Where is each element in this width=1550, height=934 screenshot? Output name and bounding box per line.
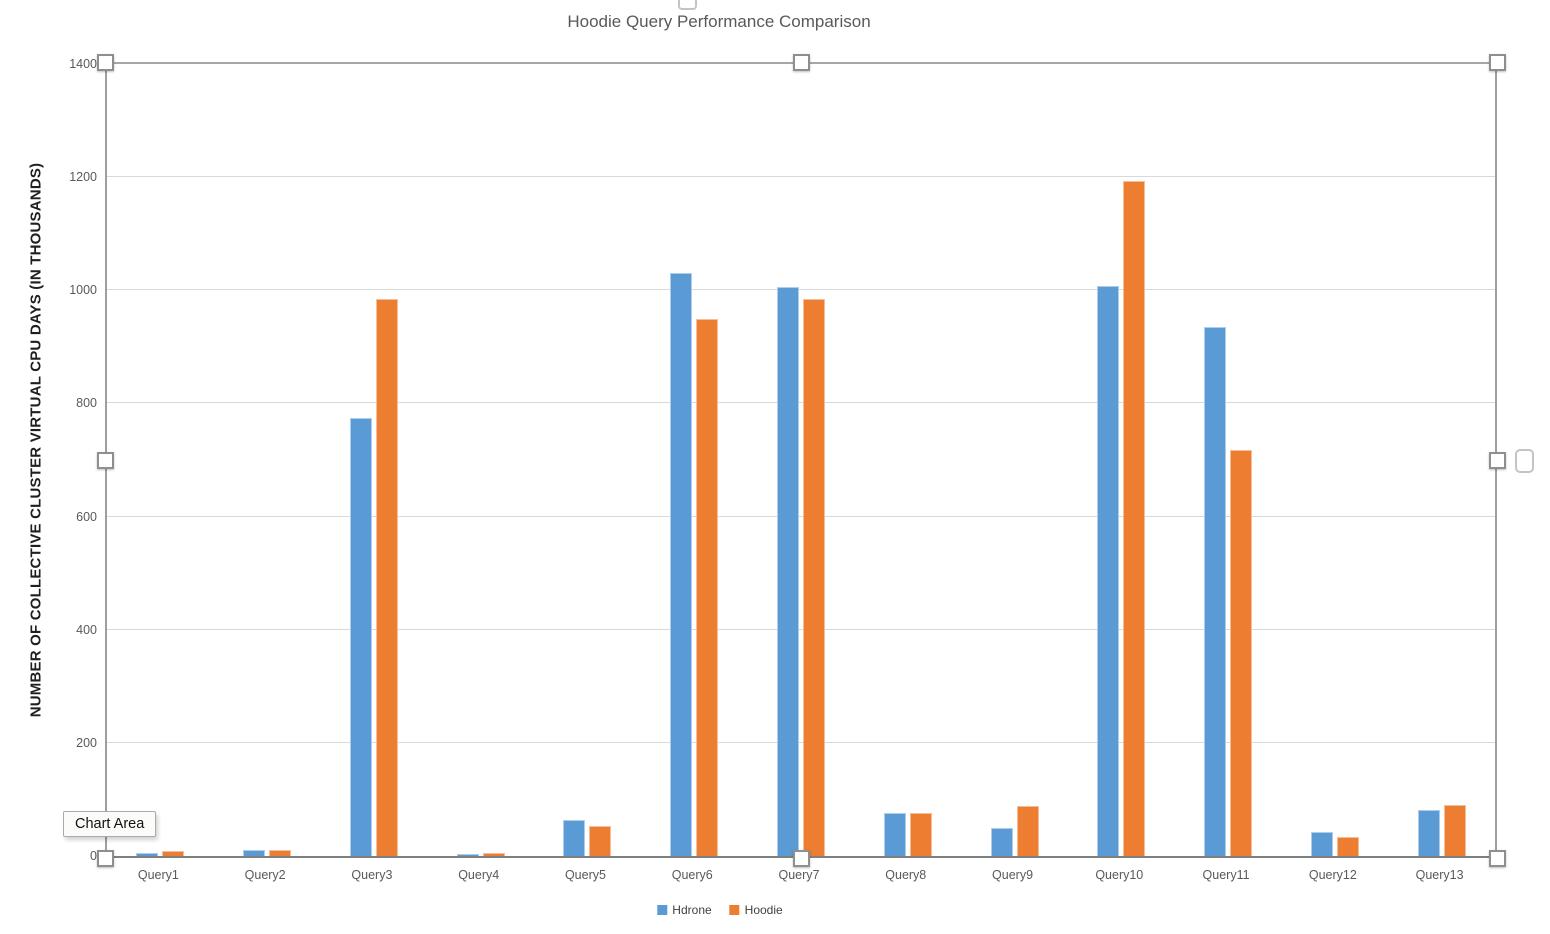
y-tick-label-400: 400 — [76, 622, 97, 637]
bar-hoodie-query5[interactable] — [589, 826, 612, 856]
bar-hoodie-query3[interactable] — [375, 299, 398, 856]
selection-handle-mid-right[interactable] — [1488, 451, 1506, 469]
bar-hdrone-query5[interactable] — [563, 820, 586, 856]
bar-hdrone-query2[interactable] — [243, 850, 266, 856]
y-tick-label-800: 800 — [76, 396, 97, 411]
bar-hoodie-query13[interactable] — [1443, 805, 1466, 856]
y-tick-label-1400: 1400 — [69, 57, 97, 71]
selection-handle-top-left[interactable] — [96, 53, 114, 71]
bar-hdrone-query1[interactable] — [136, 853, 159, 856]
bar-hdrone-query9[interactable] — [990, 828, 1013, 856]
plot-area[interactable] — [105, 62, 1497, 858]
gridline-600 — [107, 515, 1495, 517]
bar-hdrone-query13[interactable] — [1417, 810, 1440, 856]
bar-hoodie-query8[interactable] — [909, 813, 932, 856]
bar-hdrone-query4[interactable] — [456, 854, 479, 856]
x-category-label-query1: Query1 — [137, 868, 179, 882]
x-category-label-query8: Query8 — [885, 868, 927, 882]
y-tick-label-1000: 1000 — [69, 283, 97, 298]
x-category-label-query13: Query13 — [1415, 868, 1464, 882]
legend-marker-hoodie-icon — [729, 905, 740, 915]
gridline-1000 — [107, 289, 1495, 291]
y-tick-label-0: 0 — [90, 849, 97, 863]
gridline-200 — [107, 741, 1495, 743]
y-tick-label-1200: 1200 — [69, 170, 97, 185]
x-category-label-query6: Query6 — [671, 868, 713, 882]
selection-handle-bottom-left[interactable] — [96, 849, 114, 867]
x-axis-category-labels: Query1 Query2 Query3 Query4 Query5 Query6 Quer… — [105, 868, 1497, 888]
chart-object-handle-top-partial[interactable] — [678, 0, 697, 10]
x-category-label-query3: Query3 — [351, 868, 393, 882]
bar-hoodie-query1[interactable] — [162, 851, 185, 856]
bar-hoodie-query10[interactable] — [1123, 181, 1146, 856]
bar-hoodie-query11[interactable] — [1230, 450, 1253, 856]
selection-handle-top-center[interactable] — [792, 53, 810, 71]
gridline-800 — [107, 402, 1495, 404]
bar-hdrone-query10[interactable] — [1097, 286, 1120, 856]
x-category-label-query9: Query9 — [992, 868, 1034, 882]
gridline-1200 — [107, 176, 1495, 178]
bar-hoodie-query9[interactable] — [1016, 806, 1039, 856]
x-category-label-query7: Query7 — [778, 868, 820, 882]
x-category-label-query12: Query12 — [1308, 868, 1357, 882]
bar-hdrone-query7[interactable] — [777, 287, 799, 856]
bar-hdrone-query6[interactable] — [670, 273, 693, 856]
legend-label-hoodie: Hoodie — [744, 903, 783, 917]
x-category-label-query2: Query2 — [244, 868, 286, 882]
y-tick-label-200: 200 — [76, 735, 97, 750]
x-category-label-query11: Query11 — [1202, 868, 1250, 882]
bar-hdrone-query11[interactable] — [1204, 327, 1227, 856]
bar-hdrone-query8[interactable] — [883, 813, 906, 856]
chart-legend[interactable]: Hdrone Hoodie — [657, 903, 783, 917]
selection-handle-bottom-right[interactable] — [1488, 849, 1506, 867]
bar-hoodie-query6[interactable] — [696, 319, 719, 856]
bar-hoodie-query2[interactable] — [269, 850, 292, 856]
chart-title[interactable]: Hoodie Query Performance Comparison — [567, 12, 871, 31]
y-axis-tick-labels: 0 200 400 600 800 1000 1200 1400 — [0, 57, 97, 863]
legend-label-hdrone: Hdrone — [672, 903, 712, 917]
x-category-label-query4: Query4 — [458, 868, 500, 882]
x-category-label-query10: Query10 — [1095, 868, 1144, 882]
bar-hdrone-query3[interactable] — [349, 418, 372, 856]
bar-hdrone-query12[interactable] — [1310, 832, 1333, 856]
selection-handle-top-right[interactable] — [1488, 53, 1506, 71]
y-tick-label-600: 600 — [76, 509, 97, 524]
legend-marker-hdrone-icon — [657, 905, 668, 915]
selection-handle-bottom-center[interactable] — [792, 849, 810, 867]
x-category-label-query5: Query5 — [564, 868, 606, 882]
bar-hoodie-query7[interactable] — [803, 299, 825, 856]
legend-item-hoodie[interactable]: Hoodie — [729, 903, 783, 917]
legend-item-hdrone[interactable]: Hdrone — [657, 903, 712, 917]
chart-object-handle-right-partial[interactable] — [1515, 449, 1534, 473]
bar-hoodie-query12[interactable] — [1336, 837, 1359, 856]
chart-area-tooltip: Chart Area — [63, 811, 157, 837]
gridline-400 — [107, 628, 1495, 630]
bar-hoodie-query4[interactable] — [482, 853, 505, 856]
selection-handle-mid-left[interactable] — [96, 451, 114, 469]
